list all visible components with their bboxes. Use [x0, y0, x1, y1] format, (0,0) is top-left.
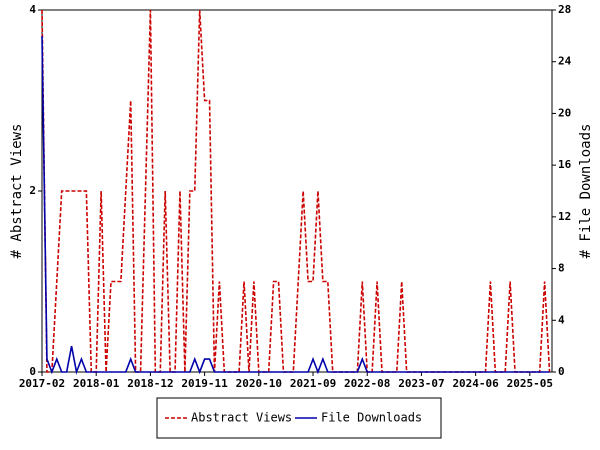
legend-label: Abstract Views	[191, 411, 292, 425]
y2-tick-label: 28	[558, 3, 571, 16]
legend-label: File Downloads	[321, 411, 422, 425]
x-tick-label: 2021-09	[290, 377, 336, 390]
series-line	[41, 35, 550, 375]
y-tick-label: 4	[29, 3, 36, 16]
y2-tick-label: 4	[558, 313, 565, 326]
y2-tick-label: 24	[558, 55, 572, 68]
y-tick-label: 2	[29, 184, 36, 197]
y2-tick-label: 16	[558, 158, 572, 171]
x-tick-label: 2022-08	[344, 377, 390, 390]
x-tick-label: 2019-11	[181, 377, 228, 390]
y2-tick-label: 20	[558, 106, 571, 119]
series-line	[41, 9, 551, 373]
x-tick-label: 2018-12	[127, 377, 173, 390]
x-tick-label: 2025-05	[507, 377, 553, 390]
y2-tick-label: 0	[558, 365, 565, 378]
y2-tick-label: 8	[558, 262, 565, 275]
y2-tick-label: 12	[558, 210, 571, 223]
x-tick-label: 2017-02	[19, 377, 65, 390]
x-tick-label: 2023-07	[398, 377, 444, 390]
y-axis-label: # Abstract Views	[9, 124, 25, 259]
x-tick-label: 2018-01	[73, 377, 120, 390]
y2-axis-label: # File Downloads	[578, 124, 594, 259]
x-tick-label: 2020-10	[236, 377, 282, 390]
x-tick-label: 2024-06	[452, 377, 499, 390]
y-tick-label: 0	[29, 365, 36, 378]
